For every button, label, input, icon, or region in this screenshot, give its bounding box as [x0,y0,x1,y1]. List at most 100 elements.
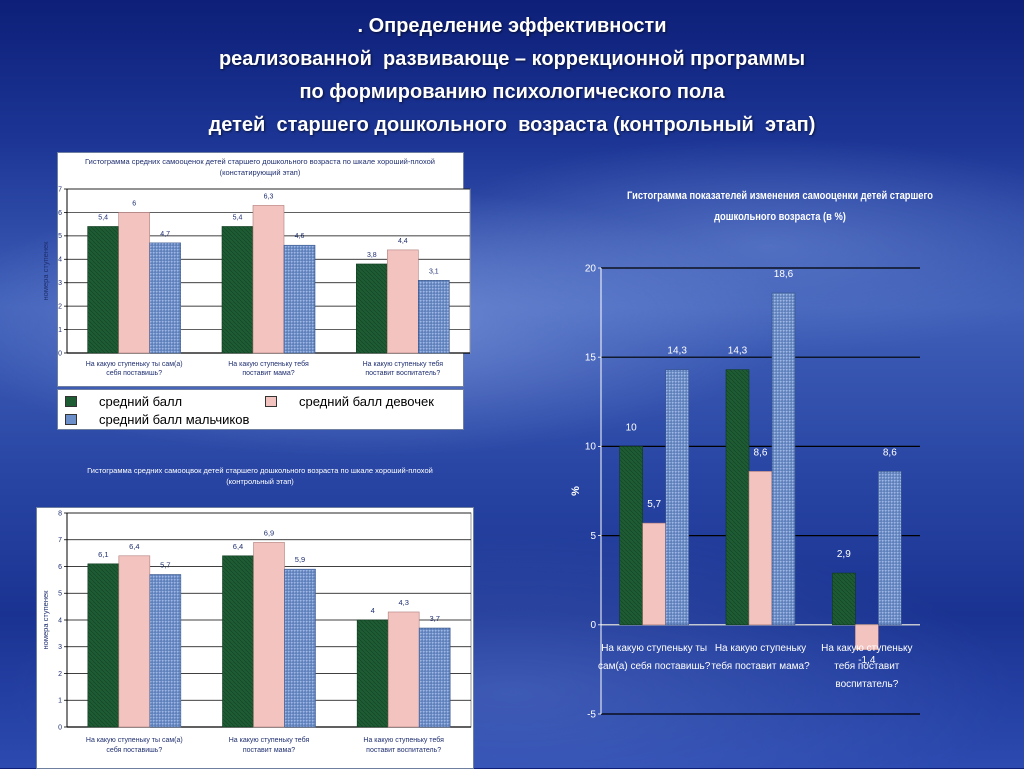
chart1-bar [418,280,450,354]
chart1-ytick-label: 5 [58,233,62,240]
legend-item-boys: средний балл мальчиков [65,412,249,427]
chart2-data-label: 6,1 [98,550,108,559]
chart3-bar [642,522,666,626]
chart3-bar [832,572,856,626]
chart1-ytick-label: 6 [58,210,62,217]
chart2-data-label: 3,7 [429,614,439,623]
chart1-data-label: 3,8 [367,252,377,259]
chart2-ytick-label: 6 [58,564,62,571]
chart1-data-label: 3,1 [429,268,439,275]
chart1-bar [356,263,388,354]
chart1-data-label: 6,3 [264,193,274,200]
chart2-category-label: На какую ступеньку тебя [229,736,310,744]
chart2-data-label: 6,9 [264,528,274,537]
chart1-bar [283,244,316,354]
chart3-bar [619,446,643,626]
chart3-data-label: 5,7 [647,499,661,510]
chart1-data-label: 4,7 [160,231,170,238]
chart3-ytick-label: -5 [587,709,596,720]
chart3-data-label: 10 [626,422,638,433]
chart1-ytick-label: 0 [58,350,62,357]
chart1-y-axis-label: номера ступенек [41,241,50,301]
chart2-ytick-label: 4 [58,617,62,624]
chart1-data-label: 4,6 [295,233,305,240]
chart1-category-label: На какую ступеньку тебя [228,360,309,368]
chart1-bar [252,205,285,354]
chart1-data-label: 6 [132,200,136,207]
chart3-ytick-label: 5 [590,531,596,542]
chart2-bar [356,619,389,728]
chart2-bar [87,563,120,728]
chart2-data-label: 6,4 [129,542,139,551]
chart2-bar [118,555,151,728]
chart3-data-label: -1,4 [858,655,876,666]
chart3-category-label: На какую ступеньку [715,643,806,654]
chart2-category-label: На какую ступеньку ты сам(а) [86,737,183,744]
chart2-bar [149,574,182,728]
chart2-y-axis-label: номера ступенек [41,590,50,650]
chart1-ytick-label: 1 [58,327,62,334]
chart2-data-label: 4 [371,606,375,615]
chart3-category-label: тебя поставит мама? [711,660,810,672]
chart3-bar [878,471,902,626]
chart2-bar [222,555,254,728]
chart2-ytick-label: 5 [58,591,62,598]
chart2-category-label: поставит мама? [243,747,295,754]
chart2-data-label: 5,7 [160,561,170,570]
chart3-data-label: 18,6 [774,269,794,280]
chart3-title: Гистограмма показателей изменения самооц… [627,190,933,223]
chart3-category-label: сам(а) себя поставишь? [598,660,711,672]
chart2-bar [387,611,420,728]
chart1-legend: средний балл средний балл девочек средни… [57,389,464,430]
chart2-data-label: 5,9 [295,555,305,564]
chart1-category-label: поставит воспитатель? [365,370,440,377]
chart2-ytick-label: 3 [58,644,62,651]
chart1-category-label: На какую ступеньку ты сам(а) [86,361,183,368]
legend-swatch-boys [65,414,77,425]
chart2-ytick-label: 2 [58,671,62,678]
legend-label-boys: средний балл мальчиков [99,412,250,427]
chart1-ytick-label: 2 [58,303,62,310]
legend-label-girls: средний балл девочек [299,394,434,409]
chart1-ytick-label: 3 [58,280,62,287]
chart1-data-label: 5,4 [233,214,243,221]
chart3-bar [665,369,689,626]
chart1-data-label: 4,4 [398,238,408,245]
chart2-bar [284,568,316,728]
title-line-1: . Определение эффективности [357,15,667,37]
chart2-category-label: поставит воспитатель? [366,747,441,754]
chart3-bar [855,624,879,651]
chart3-category-label: На какую ступеньку ты [601,643,707,654]
chart3-data-label: 2,9 [837,549,851,560]
chart1-category-label: себя поставишь? [106,369,162,377]
chart2-bar [418,627,451,728]
title-line-2: реализованной развивающе – коррекционной… [218,48,806,70]
legend-label-average: средний балл [99,394,183,409]
chart3-y-axis-label: % [570,486,582,496]
chart3-bar [748,471,773,626]
chart2-ytick-label: 0 [58,724,62,731]
chart3-category-label: воспитатель? [835,679,898,690]
chart1-category-label: поставит мама? [242,370,294,377]
chart3-ytick-label: 15 [585,353,597,364]
legend-item-average: средний балл [65,394,182,409]
chart2-title: Гистограмма средних самооцвок детей стар… [87,466,433,486]
legend-item-girls: средний балл девочек [265,394,434,409]
chart3-data-label: 14,3 [667,346,687,357]
chart1-bar [118,212,150,354]
chart1-ytick-label: 7 [58,186,62,193]
chart3-data-label: 14,3 [728,346,748,357]
chart1-category-label: На какую ступеньку тебя [363,360,444,368]
chart2-bar [253,542,285,728]
chart1-bar [221,226,254,354]
chart1-bar [387,249,419,354]
chart2-category-label: себя поставишь? [106,746,162,754]
slide-title: . Определение эффективности реализованно… [0,10,1024,142]
chart1-ytick-label: 4 [58,257,62,264]
chart3-bar [771,292,796,626]
chart1-title: Гистограмма средних самооценок детей ста… [84,157,436,177]
chart2-ytick-label: 7 [58,537,62,544]
